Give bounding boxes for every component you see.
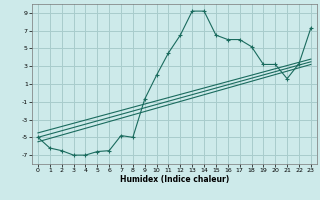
X-axis label: Humidex (Indice chaleur): Humidex (Indice chaleur) <box>120 175 229 184</box>
